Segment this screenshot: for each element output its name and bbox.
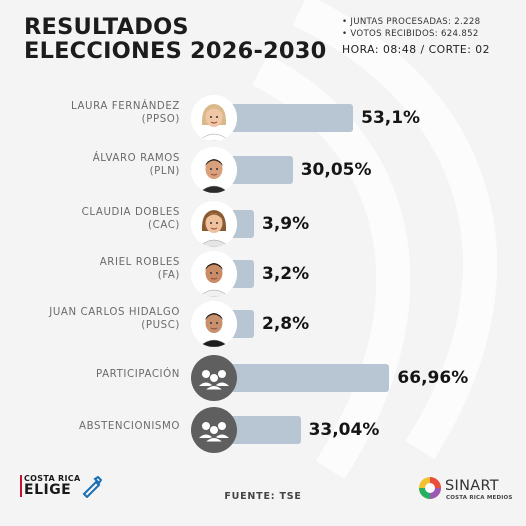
title-line-1: RESULTADOS	[24, 14, 189, 40]
value-label: 2,8%	[262, 314, 310, 334]
sinart-swirl-icon	[419, 477, 441, 499]
candidate-photo-juan-carlos-hidalgo	[191, 301, 237, 347]
value-label: 30,05%	[300, 160, 372, 180]
votos-recibidos: • VOTOS RECIBIDOS: 624.852	[342, 29, 479, 39]
candidate-photo-claudia-dobles	[191, 201, 237, 247]
candidate-photo-laura-fernandez	[191, 95, 237, 141]
bar-row: PARTICIPACIÓN 66,96%	[0, 352, 526, 404]
candidate-name: CLAUDIA DOBLES	[81, 207, 180, 218]
category-label: ABSTENCIONISMO	[79, 421, 180, 432]
sinart-name: SINART	[445, 478, 499, 494]
logo-text-main: ELIGE	[24, 482, 72, 498]
source-note: FUENTE: TSE	[224, 491, 302, 502]
candidate-name: LAURA FERNÁNDEZ	[70, 101, 180, 112]
bar-row: ABSTENCIONISMO 33,04%	[0, 404, 526, 456]
bar-row: ARIEL ROBLES (FA) 3,2%	[0, 248, 526, 300]
flag-stripe	[20, 475, 22, 497]
bar-row: JUAN CARLOS HIDALGO (PUSC) 2,8%	[0, 298, 526, 350]
candidate-party: (PPSO)	[141, 114, 180, 125]
value-label: 3,9%	[262, 214, 310, 234]
candidate-party: (FA)	[157, 270, 180, 281]
costa-rica-elige-logo: COSTA RICA ELIGE	[20, 472, 104, 500]
hora-corte: HORA: 08:48 / CORTE: 02	[342, 43, 491, 56]
candidate-photo-alvaro-ramos	[191, 147, 237, 193]
candidate-party: (CAC)	[148, 220, 180, 231]
candidate-name: ÁLVARO RAMOS	[92, 153, 180, 164]
result-bar	[214, 364, 390, 392]
pencil-icon	[82, 476, 102, 498]
sinart-subtitle: COSTA RICA MEDIOS	[446, 495, 513, 501]
candidate-name: JUAN CARLOS HIDALGO	[49, 307, 180, 318]
logo-text-top: COSTA RICA	[24, 474, 81, 483]
chart-title: RESULTADOS ELECCIONES 2026-2030	[24, 15, 326, 63]
result-bar	[214, 104, 354, 132]
bar-row: CLAUDIA DOBLES (CAC) 3,9%	[0, 198, 526, 250]
bar-row: LAURA FERNÁNDEZ (PPSO) 53,1%	[0, 92, 526, 144]
bar-row: ÁLVARO RAMOS (PLN) 30,05%	[0, 144, 526, 196]
candidate-name: ARIEL ROBLES	[99, 257, 180, 268]
candidate-party: (PUSC)	[141, 320, 180, 331]
title-line-2: ELECCIONES 2026-2030	[24, 38, 327, 64]
category-label: PARTICIPACIÓN	[96, 369, 180, 380]
candidate-party: (PLN)	[149, 166, 180, 177]
candidate-photo-ariel-robles	[191, 251, 237, 297]
value-label: 3,2%	[262, 264, 310, 284]
people-group-icon	[191, 407, 237, 453]
sinart-logo: SINART COSTA RICA MEDIOS	[418, 476, 518, 502]
people-group-icon	[191, 355, 237, 401]
value-label: 33,04%	[308, 420, 380, 440]
value-label: 66,96%	[397, 368, 469, 388]
juntas-procesadas: • JUNTAS PROCESADAS: 2.228	[342, 17, 481, 27]
value-label: 53,1%	[361, 108, 421, 128]
report-meta: • JUNTAS PROCESADAS: 2.228 • VOTOS RECIB…	[342, 16, 490, 57]
